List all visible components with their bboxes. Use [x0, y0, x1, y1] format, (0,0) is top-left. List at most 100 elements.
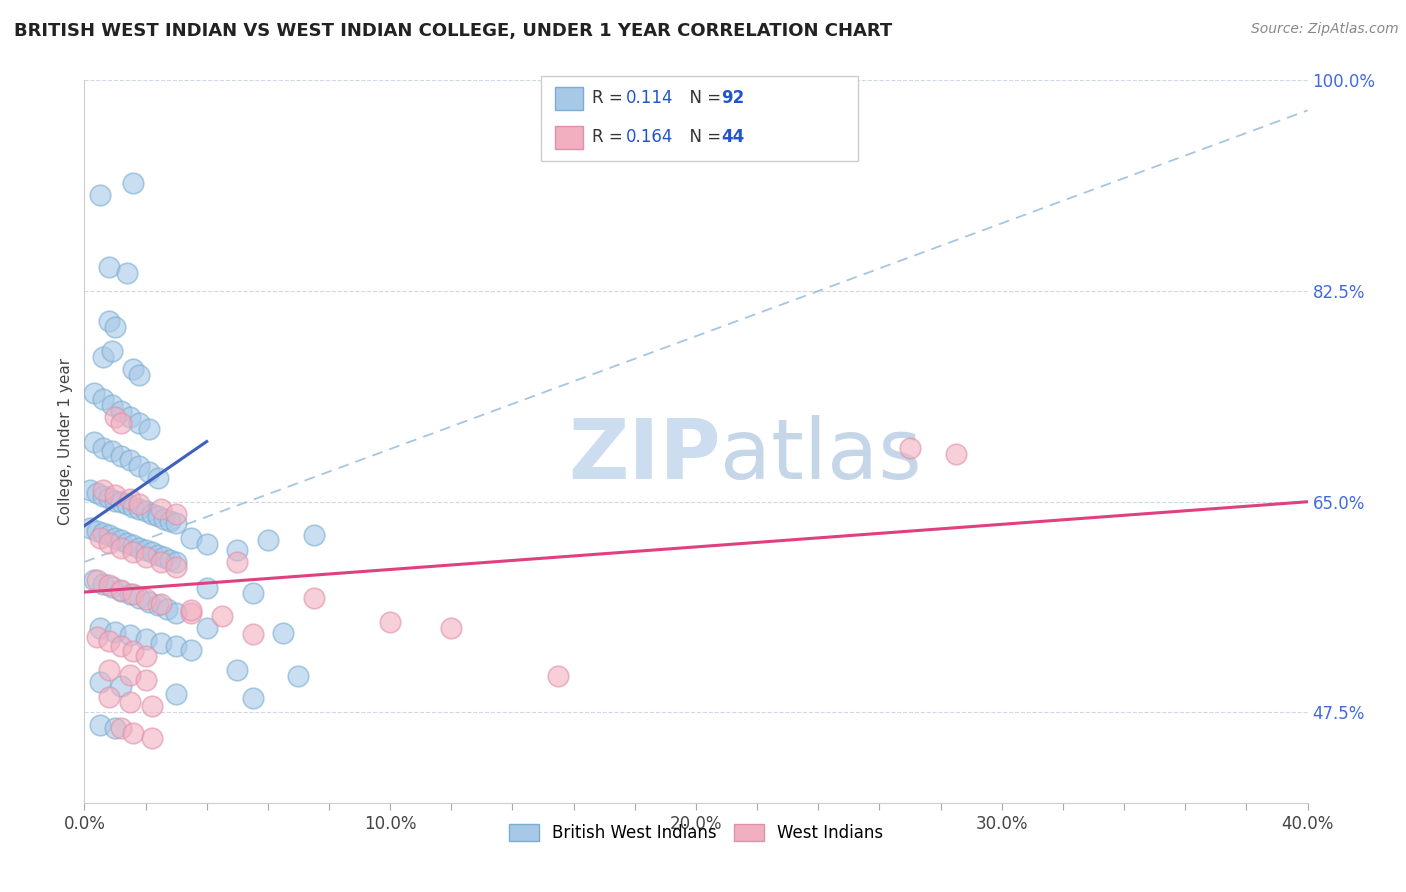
Text: R =: R =	[592, 128, 628, 146]
Point	[242, 586, 264, 600]
Point	[91, 392, 114, 407]
Point	[86, 486, 108, 500]
Point	[153, 511, 176, 525]
Point	[120, 628, 142, 642]
Text: 44: 44	[721, 128, 745, 146]
Point	[302, 528, 325, 542]
Point	[159, 552, 181, 566]
Point	[120, 452, 142, 467]
Legend: British West Indians, West Indians: British West Indians, West Indians	[502, 817, 890, 848]
Point	[135, 632, 157, 646]
Point	[128, 502, 150, 516]
Point	[91, 489, 114, 503]
Point	[97, 260, 120, 274]
Point	[380, 615, 402, 630]
Point	[122, 545, 145, 559]
Point	[110, 721, 132, 735]
Point	[180, 606, 202, 620]
Point	[945, 446, 967, 460]
Point	[287, 669, 309, 683]
Text: ZIP: ZIP	[568, 416, 720, 497]
Point	[104, 487, 127, 501]
Point	[165, 516, 187, 531]
Point	[226, 542, 249, 557]
Point	[97, 578, 120, 592]
Point	[122, 644, 145, 658]
Text: N =: N =	[679, 128, 727, 146]
Point	[97, 528, 120, 542]
Point	[165, 507, 187, 521]
Point	[79, 483, 101, 497]
Text: atlas: atlas	[720, 416, 922, 497]
Text: N =: N =	[679, 89, 727, 107]
Point	[120, 587, 142, 601]
Text: Source: ZipAtlas.com: Source: ZipAtlas.com	[1251, 22, 1399, 37]
Point	[195, 621, 218, 635]
Point	[165, 639, 187, 653]
Point	[91, 483, 114, 497]
Point	[180, 531, 202, 545]
Point	[97, 690, 120, 704]
Point	[242, 627, 264, 641]
Point	[226, 664, 249, 678]
Text: 92: 92	[721, 89, 745, 107]
Point	[135, 648, 157, 663]
Point	[89, 187, 111, 202]
Text: R =: R =	[592, 89, 628, 107]
Point	[110, 404, 132, 418]
Point	[257, 533, 280, 548]
Point	[547, 669, 569, 683]
Point	[135, 504, 157, 518]
Point	[83, 386, 105, 401]
Point	[898, 441, 921, 455]
Point	[156, 602, 179, 616]
Point	[110, 494, 132, 508]
Point	[97, 314, 120, 328]
Point	[302, 591, 325, 606]
Point	[128, 417, 150, 431]
Point	[97, 664, 120, 678]
Point	[138, 595, 160, 609]
Point	[83, 434, 105, 449]
Point	[141, 731, 163, 745]
Point	[115, 266, 138, 280]
Point	[110, 449, 132, 463]
Point	[110, 533, 132, 548]
Point	[110, 639, 132, 653]
Point	[149, 635, 172, 649]
Point	[83, 573, 105, 587]
Point	[120, 492, 142, 507]
Point	[97, 634, 120, 648]
Point	[86, 630, 108, 644]
Point	[97, 535, 120, 549]
Point	[115, 497, 138, 511]
Text: 0.164: 0.164	[626, 128, 673, 146]
Point	[149, 502, 172, 516]
Point	[211, 609, 233, 624]
Point	[89, 621, 111, 635]
Point	[180, 643, 202, 657]
Point	[122, 538, 145, 552]
Y-axis label: College, Under 1 year: College, Under 1 year	[58, 358, 73, 525]
Point	[89, 531, 111, 545]
Point	[110, 417, 132, 431]
Point	[104, 410, 127, 425]
Point	[128, 591, 150, 606]
Point	[104, 531, 127, 545]
Point	[149, 555, 172, 569]
Point	[101, 398, 124, 412]
Point	[120, 410, 142, 425]
Point	[128, 368, 150, 383]
Point	[122, 726, 145, 740]
Point	[165, 687, 187, 701]
Point	[110, 679, 132, 693]
Point	[122, 587, 145, 601]
Point	[138, 465, 160, 479]
Point	[165, 606, 187, 620]
Point	[97, 491, 120, 505]
Point	[101, 444, 124, 458]
Point	[91, 441, 114, 455]
Point	[146, 548, 169, 562]
Point	[104, 721, 127, 735]
Point	[138, 422, 160, 436]
